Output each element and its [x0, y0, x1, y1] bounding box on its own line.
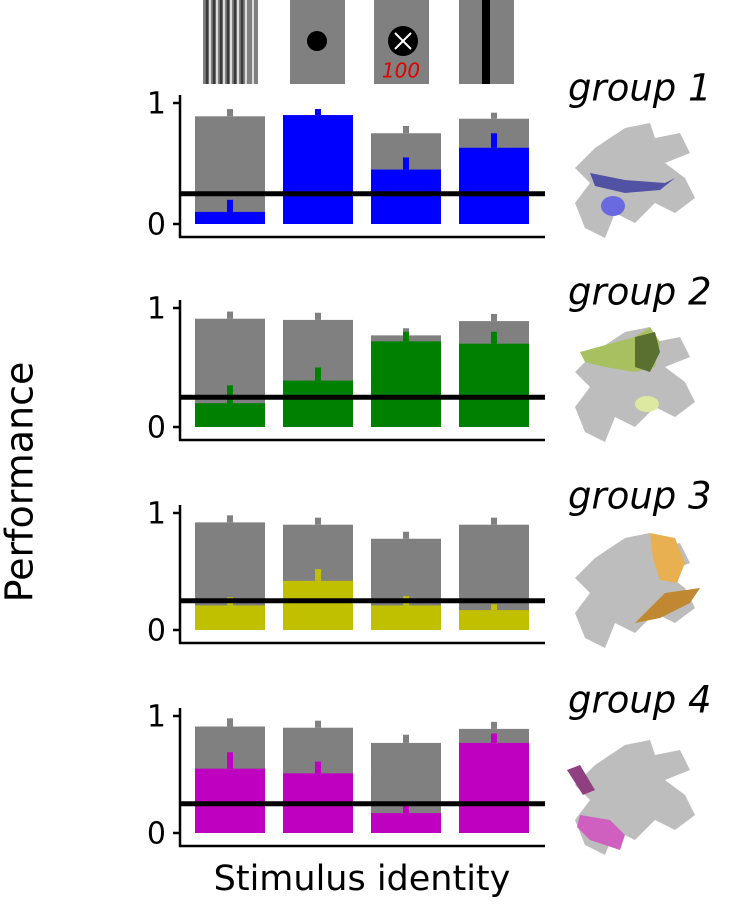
group-label: group 1	[568, 67, 712, 110]
brain-3	[575, 533, 700, 648]
y-tick-label: 1	[147, 497, 166, 532]
group-label: group 3	[568, 475, 712, 518]
brain-maps	[567, 123, 700, 855]
bar	[459, 343, 529, 427]
y-tick-label: 0	[147, 817, 166, 852]
bar	[283, 115, 353, 224]
bar	[195, 403, 265, 427]
bar	[459, 742, 529, 833]
bar	[371, 605, 441, 630]
grating-light-stripes	[209, 0, 254, 84]
bar	[459, 147, 529, 224]
bar	[195, 768, 265, 833]
y-tick-label: 0	[147, 208, 166, 243]
dot	[307, 31, 327, 51]
cross	[394, 32, 412, 50]
stimulus-icons: 100	[203, 0, 514, 84]
brain-1	[575, 123, 695, 238]
y-tick-label: 1	[147, 87, 166, 122]
grating-stripes	[205, 0, 244, 84]
bar	[459, 610, 529, 630]
group-label: group 4	[568, 679, 712, 722]
y-tick-label: 0	[147, 411, 166, 446]
bar	[195, 605, 265, 630]
icon-label: 100	[382, 59, 420, 83]
brain-4	[567, 740, 695, 855]
group-label: group 2	[568, 271, 712, 314]
y-tick-label: 1	[147, 700, 166, 735]
x-axis-label: Stimulus identity	[214, 859, 511, 899]
bar-stimulus	[482, 0, 490, 84]
brain-2	[575, 327, 695, 442]
bar	[371, 169, 441, 224]
bar	[195, 211, 265, 224]
y-tick-label: 0	[147, 614, 166, 649]
y-tick-label: 1	[147, 292, 166, 327]
y-axis-label: Performance	[0, 362, 42, 603]
bar	[283, 380, 353, 427]
bar	[371, 813, 441, 833]
bar	[283, 580, 353, 630]
bar	[371, 341, 441, 427]
